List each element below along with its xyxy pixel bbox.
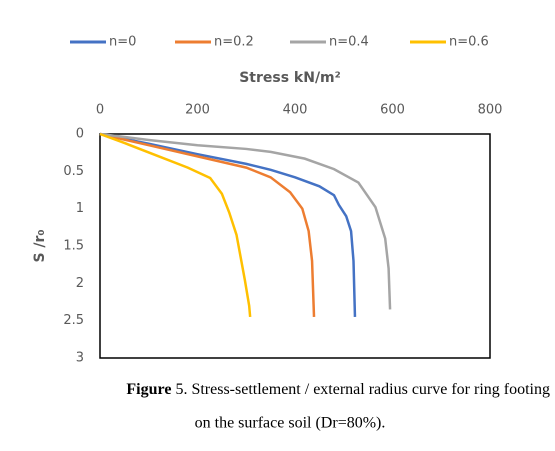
legend-label: n=0.2 [214,35,254,50]
y-tick-label: 2.5 [63,313,84,328]
x-tick-label: 400 [283,103,308,118]
data-line [99,132,392,310]
y-axis-label: S /r₀ [32,229,48,262]
y-tick-label: 0 [76,127,84,142]
caption-label: Figure [126,381,171,398]
plot-frame [99,133,491,359]
legend-label: n=0.4 [329,35,369,50]
y-tick-label: 1.5 [63,239,84,254]
caption-line1: Figure 5. Stress-settlement / external r… [126,381,550,398]
y-tick-label: 0.5 [63,164,84,179]
y-tick-label: 3 [76,351,84,366]
x-tick-label: 600 [380,103,405,118]
data-line [99,132,252,318]
x-tick-label: 200 [185,103,210,118]
legend-label: n=0 [109,35,136,50]
data-line [99,132,316,317]
legend-label: n=0.6 [449,35,489,50]
x-axis-label: Stress kN/m² [239,70,341,86]
caption-line2: on the surface soil (Dr=80%). [195,415,386,432]
y-tick-label: 2 [76,276,84,291]
x-tick-label: 0 [96,103,104,118]
y-tick-label: 1 [76,201,84,216]
caption-text: 5. Stress-settlement / external radius c… [171,381,550,398]
data-line [99,132,357,317]
x-tick-label: 800 [478,103,503,118]
